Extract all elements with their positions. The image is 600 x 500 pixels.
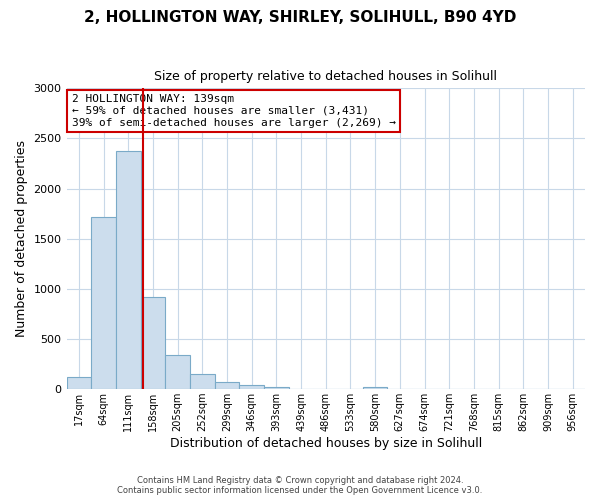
Bar — [67, 377, 91, 389]
Text: 2 HOLLINGTON WAY: 139sqm
← 59% of detached houses are smaller (3,431)
39% of sem: 2 HOLLINGTON WAY: 139sqm ← 59% of detach… — [72, 94, 396, 128]
Bar — [239, 385, 264, 389]
Bar — [116, 150, 140, 389]
Bar — [264, 387, 289, 389]
Bar — [165, 354, 190, 389]
X-axis label: Distribution of detached houses by size in Solihull: Distribution of detached houses by size … — [170, 437, 482, 450]
Bar — [363, 387, 388, 389]
Y-axis label: Number of detached properties: Number of detached properties — [15, 140, 28, 337]
Title: Size of property relative to detached houses in Solihull: Size of property relative to detached ho… — [154, 70, 497, 83]
Bar — [190, 374, 215, 389]
Bar — [215, 382, 239, 389]
Text: 2, HOLLINGTON WAY, SHIRLEY, SOLIHULL, B90 4YD: 2, HOLLINGTON WAY, SHIRLEY, SOLIHULL, B9… — [84, 10, 516, 25]
Text: Contains HM Land Registry data © Crown copyright and database right 2024.
Contai: Contains HM Land Registry data © Crown c… — [118, 476, 482, 495]
Bar — [91, 216, 116, 389]
Bar — [140, 297, 165, 389]
